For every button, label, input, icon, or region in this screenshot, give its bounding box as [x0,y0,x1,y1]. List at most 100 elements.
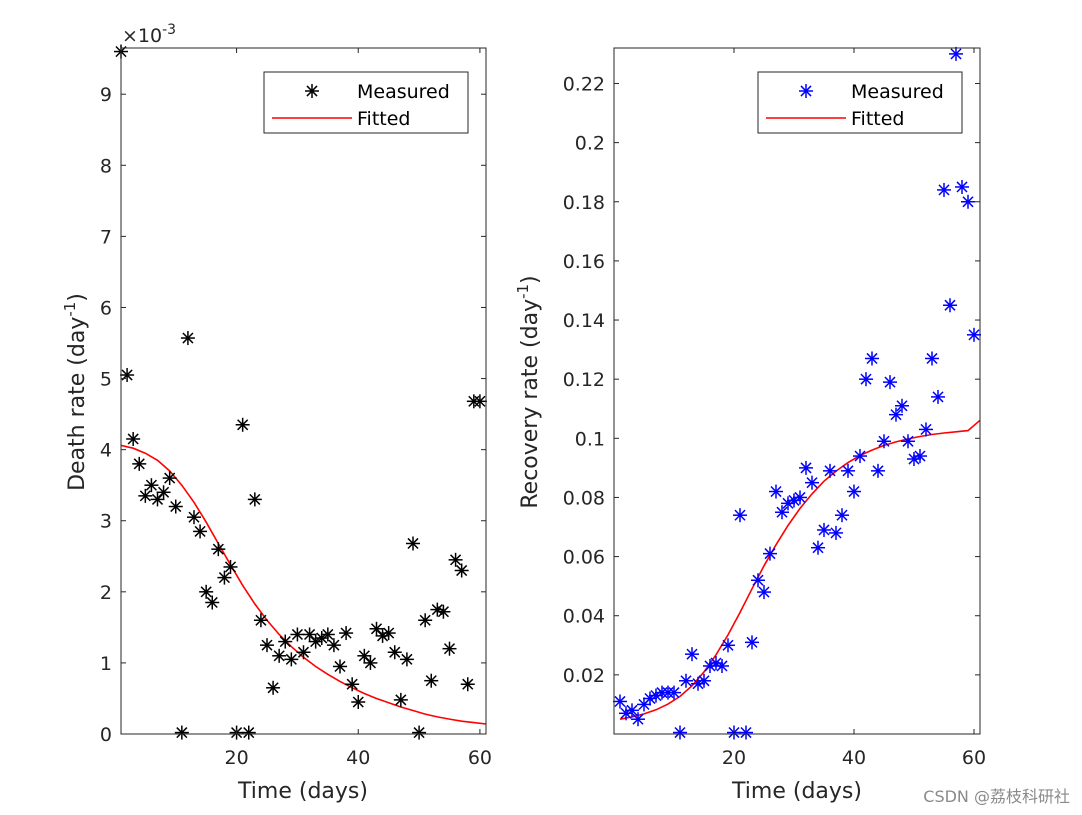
measured-point [156,485,171,500]
measured-point [673,725,687,740]
marker-stroke [346,678,358,690]
measured-point [715,658,729,673]
y-tick-label: 0.1 [575,428,605,450]
measured-point [913,449,927,464]
measured-point [799,460,813,475]
measured-point [961,194,975,209]
recovery-rate-measured-layer [613,46,981,740]
death-rate-axes-box [120,47,487,735]
measured-point [345,677,360,692]
marker-stroke [932,391,944,403]
y-tick-label: 4 [100,440,112,462]
y-tick-label: 2 [100,582,112,604]
y-tick-label: 0 [100,724,112,746]
measured-point [454,563,469,578]
marker-stroke [370,623,383,635]
y-label-sup: -1 [514,284,532,299]
marker-stroke [194,525,206,537]
measured-point [805,475,819,490]
exponent-base: ×10 [122,25,162,47]
marker-stroke [255,614,267,626]
measured-point [375,628,390,643]
measured-point [387,645,402,660]
measured-point [351,695,366,710]
measured-point [211,542,226,557]
measured-point [883,375,897,390]
marker-stroke [680,675,692,687]
marker-stroke [968,329,980,341]
measured-point [120,368,135,383]
marker-stroke [758,586,770,598]
marker-stroke [474,395,486,407]
death-rate-plot: 20 40 60 0 1 2 3 4 5 6 7 8 9 ×10-3 Time (days) Death… [61,22,492,804]
measured-point [739,725,753,740]
marker-stroke [437,606,449,618]
y-tick-label: 0.04 [563,606,605,628]
measured-point [859,372,873,387]
marker-stroke [389,646,401,658]
measured-point [763,546,777,561]
measured-point [180,331,195,346]
death-rate-x-axis-label: Time (days) [237,779,368,804]
marker-stroke [279,636,291,648]
marker-stroke [450,554,462,566]
measured-point [199,584,214,599]
measured-point [418,613,433,628]
measured-point [733,508,747,523]
marker-stroke [794,491,806,504]
measured-point [205,595,220,610]
marker-stroke [800,462,812,474]
y-tick-label: 0.08 [563,487,605,509]
measured-point [241,725,256,740]
legend-fitted-label: Fitted [851,108,904,130]
measured-point [925,351,939,366]
marker-stroke [902,435,914,447]
marker-stroke [243,727,255,739]
y-label-main: Death rate (day [65,317,90,491]
marker-stroke [674,726,686,739]
marker-stroke [395,694,407,706]
marker-stroke [443,643,456,655]
measured-point [168,499,183,514]
y-tick-label: 7 [100,226,112,248]
marker-stroke [297,646,310,658]
marker-stroke [698,675,710,687]
measured-point [757,585,771,600]
y-tick-label: 0.2 [575,133,605,155]
measured-point [442,641,457,656]
marker-stroke [764,548,776,560]
measured-point [817,522,831,537]
measured-point [721,638,735,653]
marker-stroke [722,639,734,651]
measured-point [223,559,238,574]
marker-stroke [848,485,860,498]
marker-stroke [401,653,413,665]
measured-point [399,652,414,667]
measured-point [326,638,341,653]
y-tick-label: 0.16 [563,251,605,273]
x-tick-label: 20 [224,747,248,769]
marker-stroke [139,490,151,502]
y-label-main: Recovery rate (day [518,299,543,509]
legend-measured-label: Measured [851,81,944,103]
measured-point [339,626,354,641]
marker-stroke [133,458,145,470]
measured-point [369,621,384,636]
marker-stroke [237,419,249,431]
measured-point [296,645,311,660]
y-tick-label: 9 [100,84,112,106]
marker-stroke [425,675,437,687]
x-tick-label: 60 [468,747,492,769]
measured-point [138,488,153,503]
measured-point [290,627,305,642]
measured-point [162,471,177,486]
marker-stroke [824,465,836,477]
marker-stroke [267,682,279,694]
measured-point [625,703,639,718]
legend-star [799,84,813,98]
recovery-rate-plot: 20 40 60 0.02 0.04 0.06 0.08 0.1 0.12 0.14 0.16 0.1… [514,46,986,804]
marker-stroke [456,564,468,577]
marker-stroke [884,376,896,388]
marker-stroke [182,332,194,344]
